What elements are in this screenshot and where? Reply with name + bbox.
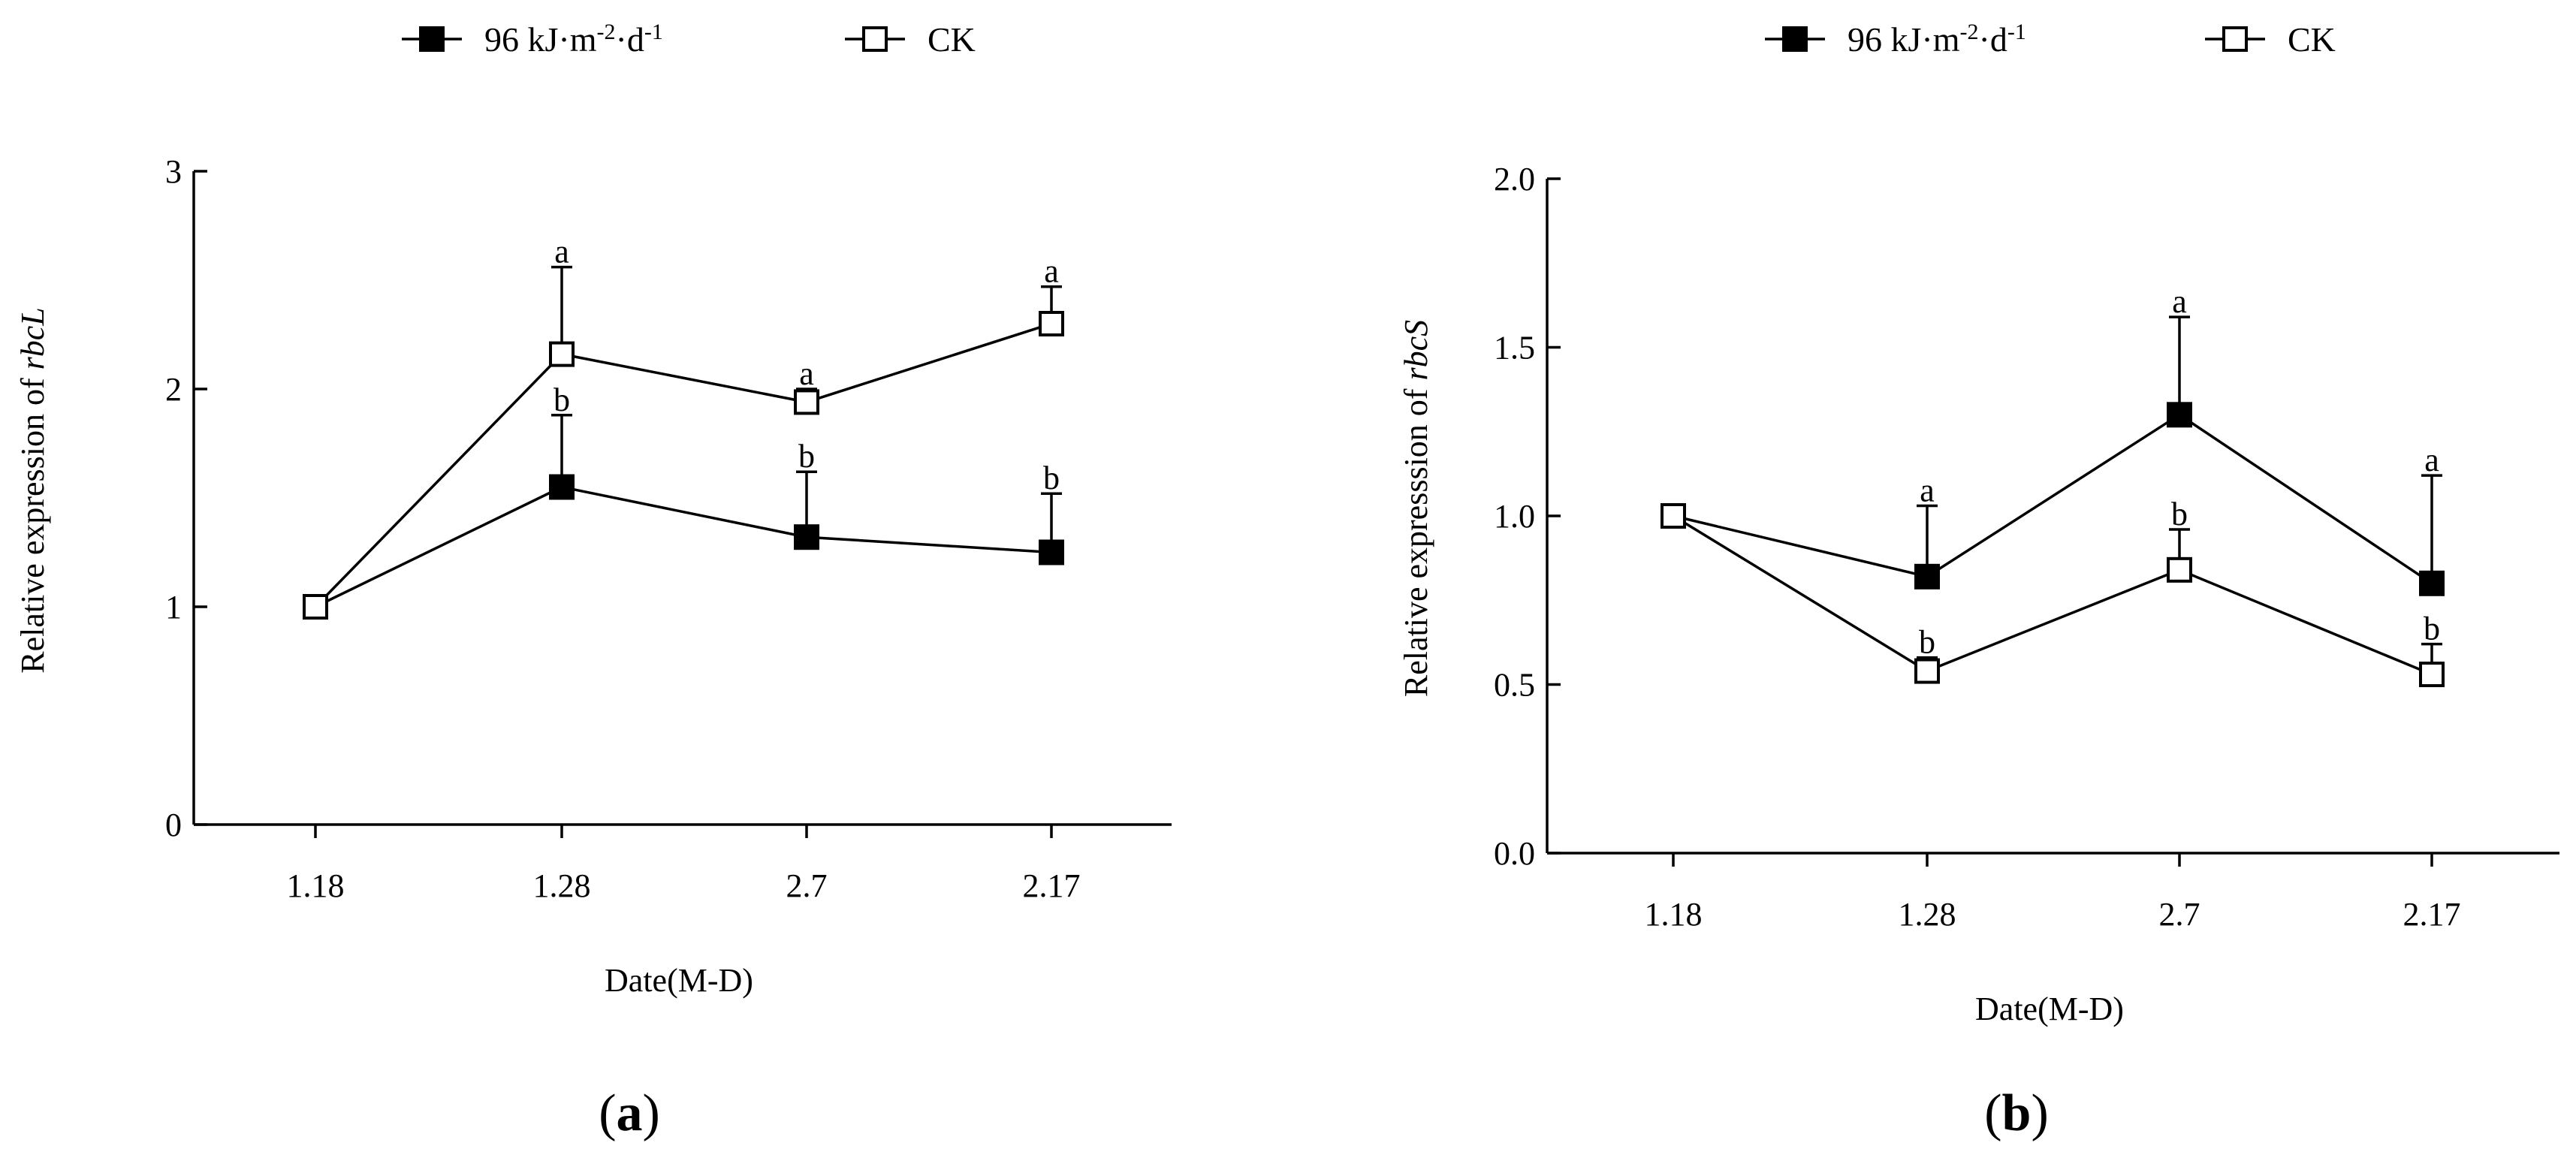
y-axis-title: Relative expression of rbcL [14, 307, 51, 674]
data-point [794, 389, 819, 415]
data-point [2419, 570, 2445, 596]
legend: 96 kJ·m-2·d-1 CK [1765, 20, 2336, 59]
series-ck: a a a [303, 234, 1064, 620]
chart-panel-b: 96 kJ·m-2·d-1 CK 0.0 0.5 1.0 1.5 2.0 1.18 1.28 2.… [1398, 20, 2559, 1142]
significance-label: a [2424, 442, 2439, 478]
significance-label: a [1044, 253, 1059, 290]
significance-label: a [554, 234, 569, 270]
significance-label: b [2424, 611, 2440, 647]
series-line [1673, 413, 2433, 585]
data-point [2167, 556, 2192, 583]
series-treatment: b b b [303, 381, 1064, 620]
x-tick-label: 1.28 [533, 867, 591, 904]
significance-label: a [799, 355, 814, 392]
y-tick-label: 1 [165, 589, 182, 626]
y-tick-label: 1.0 [1494, 498, 1535, 535]
significance-label: b [798, 438, 815, 475]
series-line [315, 485, 1052, 608]
y-tick-label: 3 [165, 153, 182, 190]
y-tick-label: 0.5 [1494, 667, 1535, 704]
x-tick-label: 2.17 [2403, 896, 2461, 933]
legend-marker [419, 26, 445, 52]
data-point [1661, 503, 1686, 529]
y-axis-title: Relative expresssion of rbcS [1398, 320, 1434, 697]
x-tick-label: 1.28 [1899, 896, 1956, 933]
x-tick-label: 2.7 [786, 867, 828, 904]
y-tick-label: 2.0 [1494, 161, 1535, 198]
significance-label: b [554, 381, 570, 418]
data-point [1039, 311, 1064, 336]
legend-marker [862, 26, 888, 52]
legend-label: CK [928, 20, 976, 59]
legend: 96 kJ·m-2·d-1 CK [402, 20, 976, 59]
data-point [1039, 539, 1064, 565]
data-point [1914, 658, 1940, 684]
legend-label: 96 kJ·m-2·d-1 [1848, 20, 2026, 59]
panel-label: (a) [599, 1084, 660, 1142]
series-line [1673, 514, 2433, 676]
data-point [794, 524, 819, 550]
significance-label: a [1920, 472, 1935, 509]
series-ck: b b b [1661, 496, 2445, 688]
legend-label: CK [2288, 20, 2336, 59]
significance-label: a [2172, 283, 2187, 320]
x-tick-label: 2.7 [2159, 896, 2200, 933]
panel-label: (b) [1984, 1084, 2049, 1142]
x-tick-label: 2.17 [1023, 867, 1081, 904]
significance-label: b [1919, 624, 1935, 661]
x-axis-title: Date(M-D) [1975, 991, 2124, 1027]
y-tick-label: 0 [165, 807, 182, 843]
data-point [1914, 563, 1940, 590]
chart-panel-a: 96 kJ·m-2·d-1 CK 0 1 2 3 1.18 1.28 2.7 2.17 Date(M… [14, 20, 1172, 1142]
x-tick-label: 1.18 [287, 867, 345, 904]
series-treatment: a a a [1661, 283, 2445, 596]
data-point [2167, 402, 2192, 428]
x-axis-title: Date(M-D) [605, 962, 753, 999]
y-tick-label: 2 [165, 371, 182, 408]
legend-label: 96 kJ·m-2·d-1 [484, 20, 663, 59]
data-point [303, 594, 328, 620]
data-point [549, 341, 575, 367]
significance-label: b [2171, 496, 2188, 532]
data-point [2419, 662, 2445, 688]
series-line [314, 322, 1052, 608]
y-tick-label: 0.0 [1494, 835, 1535, 872]
x-tick-label: 1.18 [1645, 896, 1703, 933]
significance-label: b [1043, 460, 1060, 496]
data-point [549, 474, 575, 500]
y-tick-label: 1.5 [1494, 330, 1535, 366]
legend-marker [2222, 26, 2248, 52]
legend-marker [1782, 26, 1808, 52]
